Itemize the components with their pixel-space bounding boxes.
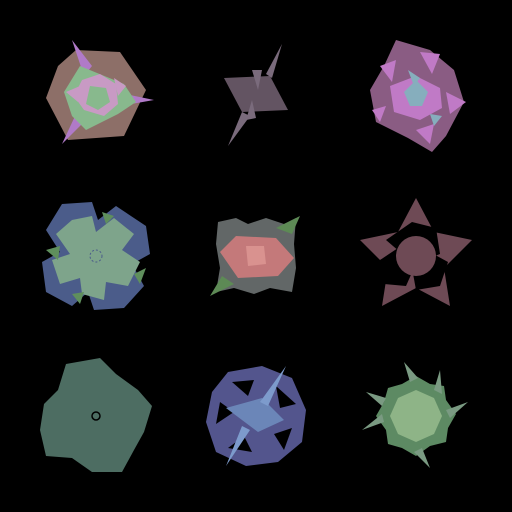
blue-gear-flower-leaf: [134, 268, 146, 284]
green-spiky-burst-inner: [390, 390, 442, 442]
cross-center-ring: [91, 411, 101, 421]
hexagon-rosette-mid: [114, 78, 126, 96]
mauve-pentagram-shape: [360, 198, 472, 306]
teal-rounded-cross-outer: [40, 358, 152, 472]
green-spiky-burst-spike: [362, 414, 384, 430]
green-spiky-burst-spike: [414, 448, 430, 468]
pink-lobed-rosette-inner: [408, 70, 420, 86]
mauve-pentagram-center: [396, 236, 436, 276]
spiked-parallelogram-spike: [246, 100, 256, 120]
pink-lobed-rosette-petal: [446, 92, 466, 114]
blue-disc-diamond-hole: [232, 380, 254, 396]
teal-rounded-cross-shape: [40, 358, 152, 472]
pink-lobed-rosette-petal: [372, 106, 386, 122]
hexagon-rosette-inner: [86, 86, 110, 110]
hexagon-rosette-shape: [46, 40, 154, 144]
blue-gear-flower-leaf: [102, 212, 114, 224]
grey-rectangle-pink-hexagon-shape: [210, 216, 300, 296]
blue-disc-diamond-spike: [226, 426, 250, 466]
spiked-parallelogram-spike: [228, 112, 250, 146]
green-spiky-burst-spike: [366, 392, 386, 406]
blue-disc-diamond-spike: [260, 366, 286, 406]
grey-rectangle-pink-hexagon-spike: [276, 216, 300, 234]
pink-lobed-rosette-petal: [420, 52, 440, 74]
blue-disc-diamond-hole: [216, 402, 234, 424]
blue-gear-flower-leaf: [46, 246, 60, 260]
grey-rectangle-pink-hexagon-center: [246, 246, 266, 266]
spiked-parallelogram-shape: [224, 44, 288, 146]
grey-rectangle-pink-hexagon-spike: [210, 276, 234, 296]
pink-lobed-rosette-inner: [404, 80, 428, 106]
blue-disc-diamond-inner: [226, 398, 284, 432]
blue-disc-diamond-hole: [276, 386, 296, 408]
spiked-parallelogram-body: [224, 76, 288, 112]
blue-gear-flower-leaf: [72, 292, 84, 304]
blue-disc-diamond-shape: [206, 366, 306, 466]
pink-lobed-rosette-shape: [370, 40, 466, 152]
spiked-parallelogram-spike: [266, 44, 282, 78]
green-spiky-burst-spike: [434, 370, 442, 394]
green-spiky-burst-spike: [446, 402, 468, 418]
pink-lobed-rosette-petal: [380, 60, 396, 82]
blue-gear-flower-shape: [42, 202, 150, 310]
hexagon-rosette-mid: [66, 86, 80, 102]
pink-lobed-rosette-petal: [416, 124, 434, 144]
pink-lobed-rosette-inner: [430, 114, 442, 126]
green-spiky-burst-spike: [404, 362, 418, 382]
hexagon-rosette-spike: [72, 40, 92, 76]
green-spiky-burst-shape: [362, 362, 468, 468]
gear-flower-center-ring: [89, 249, 103, 263]
spiked-parallelogram-spike: [252, 70, 262, 90]
blue-disc-diamond-hole: [274, 428, 292, 450]
blue-gear-flower-inner: [52, 216, 140, 300]
